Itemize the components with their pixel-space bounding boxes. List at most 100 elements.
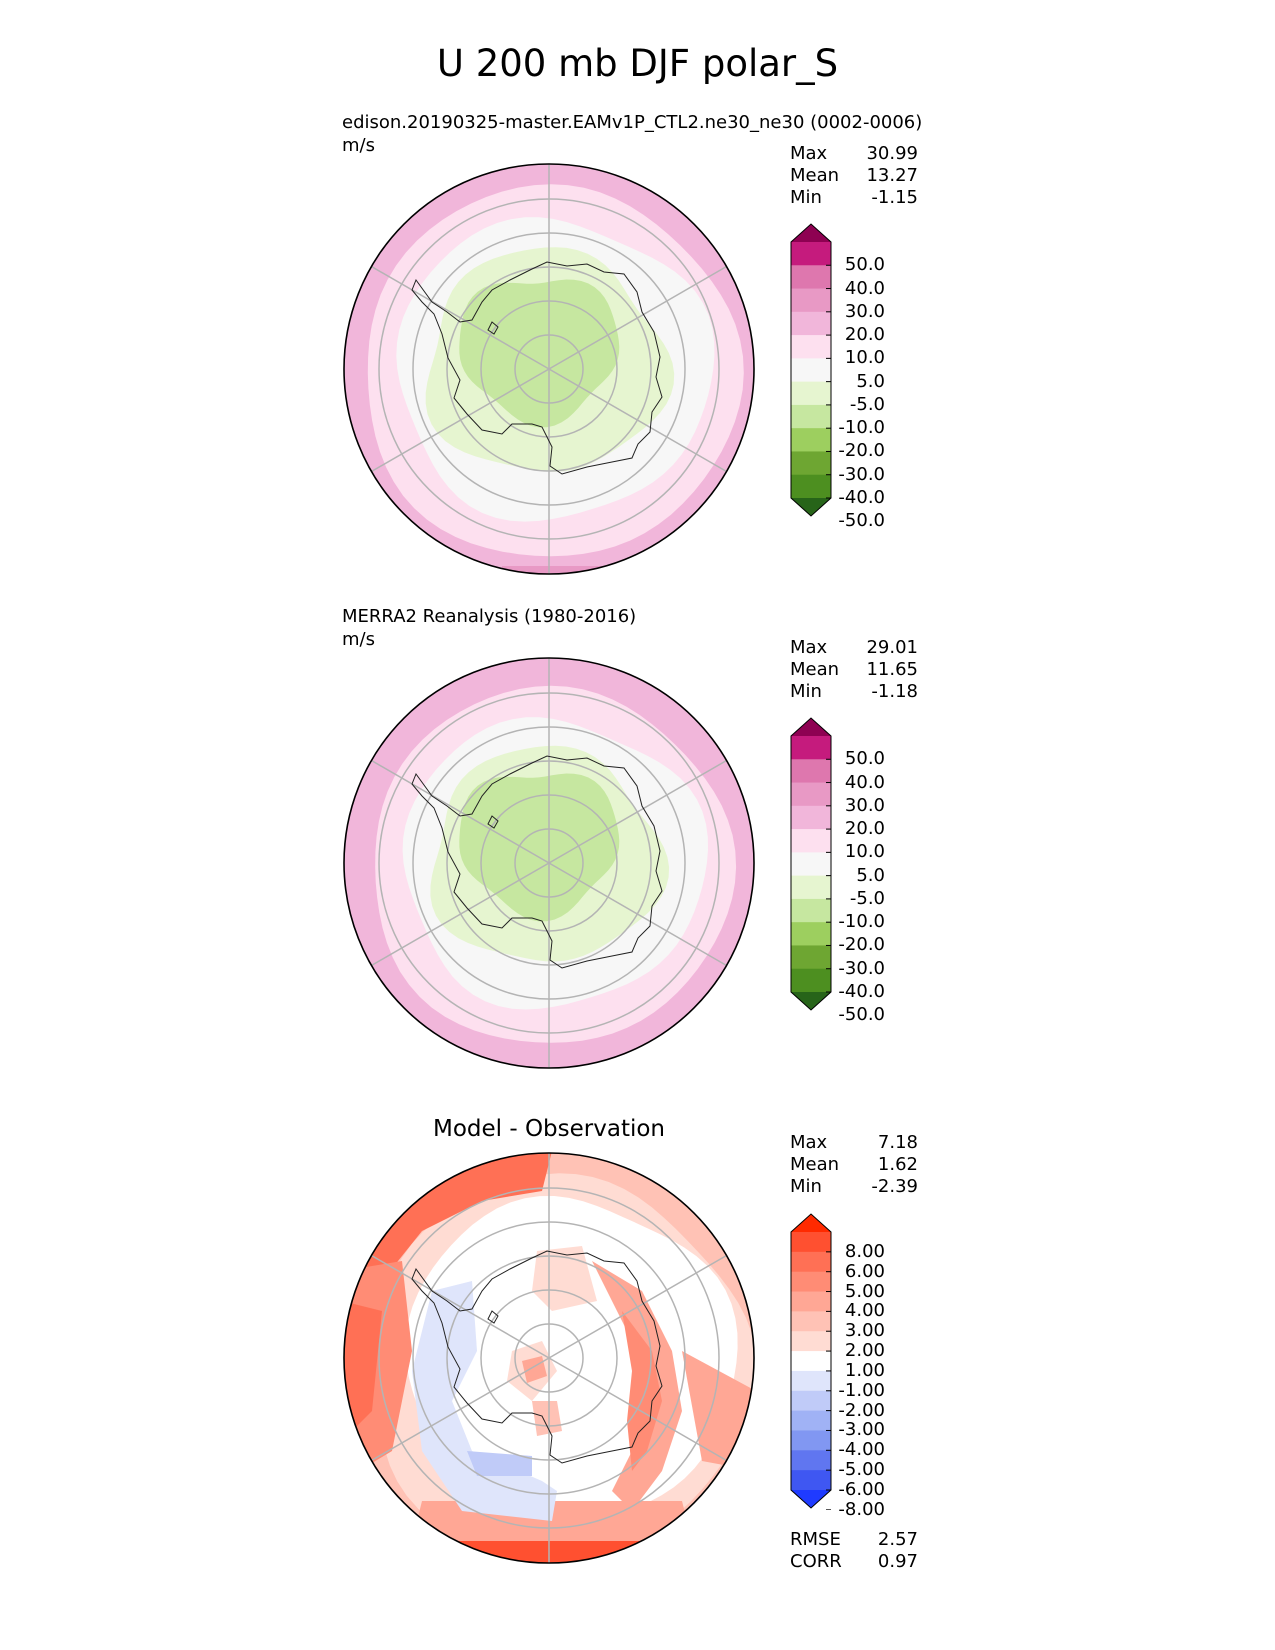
colorbar-tick-label: 20.0 [844,818,885,840]
colorbar-segment [791,968,831,993]
colorbar-extend-bottom [791,1490,831,1508]
colorbar-segment [791,311,831,336]
stat-row: Mean 1.62 [790,1154,918,1176]
stat-value: -1.18 [871,681,918,702]
colorbar-tick-label: -5.0 [849,887,885,909]
antarctica-coastline [411,755,663,969]
stat-label: Max [790,143,828,164]
stat-value: 11.65 [866,659,918,680]
panel-title-ref: MERRA2 Reanalysis (1980-2016) [342,606,637,627]
colorbar-tick-label: 10.0 [844,347,885,369]
colorbar-tick-label: 2.00 [844,1340,885,1362]
diff-positive [344,1301,382,1441]
colorbar-tick-label: -20.0 [838,934,885,956]
stat-label: Max [790,1132,828,1153]
colorbar-tick-label: 40.0 [844,277,885,299]
colorbar-segment [791,736,831,760]
meridian-line [548,759,727,864]
colorbar-segment [791,898,831,923]
field-band [502,566,602,574]
colorbar-segment [791,1410,831,1431]
antarctica-coastline [411,261,663,475]
stat-row: Min -2.39 [790,1176,918,1198]
colorbar-test [790,223,832,517]
stat-label: Mean [790,659,840,680]
meridian-line [371,1254,550,1359]
colorbar-tick-label: 8.00 [844,1240,885,1262]
meridian-line [548,862,727,967]
island-outline [487,815,499,829]
colorbar-tick-label: -50.0 [838,1004,885,1026]
stat-row: Min -1.15 [790,187,918,209]
colorbar-tick-label: -8.00 [838,1498,885,1520]
colorbar-segment [791,875,831,900]
colorbar-tick-label: -4.00 [838,1439,885,1461]
stats-ref: Max 29.01 Mean 11.65 Min -1.18 [790,637,918,703]
stat-value: -1.15 [871,187,918,208]
colorbar-segment [791,945,831,970]
metric-label: RMSE [790,1529,841,1550]
meridian-line [548,368,727,473]
colorbar-extend-bottom [791,498,831,516]
stat-label: Min [790,187,822,208]
meridian-line [371,265,550,370]
colorbar-tick-label: -40.0 [838,981,885,1002]
diff-negative [467,1451,532,1476]
colorbar-tick-label: -3.00 [838,1419,885,1441]
colorbar-tick-label: -10.0 [838,911,885,933]
colorbar-segment [791,428,831,452]
colorbar-tick-label: 6.00 [844,1260,885,1282]
colorbar-tick-label: -50.0 [838,510,885,532]
colorbar-tick-label: 50.0 [844,748,885,770]
metric-value: 0.97 [877,1551,918,1572]
stat-label: Mean [790,165,840,186]
metric-row: RMSE 2.57 [790,1529,918,1551]
stats-test: Max 30.99 Mean 13.27 Min -1.15 [790,143,918,209]
colorbar-tick-label: 40.0 [844,771,885,793]
colorbar-ref [790,717,832,1011]
stat-label: Max [790,637,828,658]
colorbar-segment [791,242,831,266]
panel-title-diff: Model - Observation [432,1116,666,1142]
panel-units-ref: m/s [342,629,375,650]
field-band [459,773,620,922]
island-outline [487,321,499,335]
colorbar-segment [791,805,831,830]
meridian-line [548,265,727,370]
meridian-line [548,1357,727,1462]
antarctica-coastline [411,1250,663,1464]
diff-positive [622,1311,662,1471]
field-band [459,279,620,428]
colorbar-segment [791,1331,831,1352]
map-boundary [343,163,755,575]
meridian-line [371,862,550,967]
colorbar-tick-label: 3.00 [844,1320,885,1342]
colorbar-tick-label: -5.0 [849,393,885,415]
stat-label: Mean [790,1154,840,1175]
colorbar-segment [791,1291,831,1312]
panel-title-test: edison.20190325-master.EAMv1P_CTL2.ne30_… [342,112,923,133]
meridian-line [371,759,550,864]
colorbar-tick-label: 30.0 [844,794,885,816]
stat-row: Max 7.18 [790,1132,918,1154]
stat-value: 29.01 [866,637,918,658]
stat-value: 13.27 [866,165,918,186]
colorbar-tick-label: 4.00 [844,1300,885,1322]
colorbar-tick-label: -2.00 [838,1399,885,1421]
colorbar-segment [791,1390,831,1412]
colorbar-tick-label: -30.0 [838,957,885,979]
map-gridlines [371,164,727,574]
stat-row: Max 29.01 [790,637,918,659]
map-boundary [343,1152,755,1564]
colorbar-segment [791,759,831,784]
polar-map-test [343,163,755,575]
figure-title: U 200 mb DJF polar_S [436,42,839,85]
diff-positive [532,1401,562,1436]
panel-units-test: m/s [342,135,375,156]
stats-diff: Max 7.18 Mean 1.62 Min -2.39 [790,1132,918,1198]
colorbar-tick-label: 5.0 [856,370,885,392]
colorbar-segment [791,1370,831,1392]
metrics-diff: RMSE 2.57 CORR 0.97 [790,1529,918,1573]
island-outline [487,1310,499,1324]
stat-row: Min -1.18 [790,681,918,703]
